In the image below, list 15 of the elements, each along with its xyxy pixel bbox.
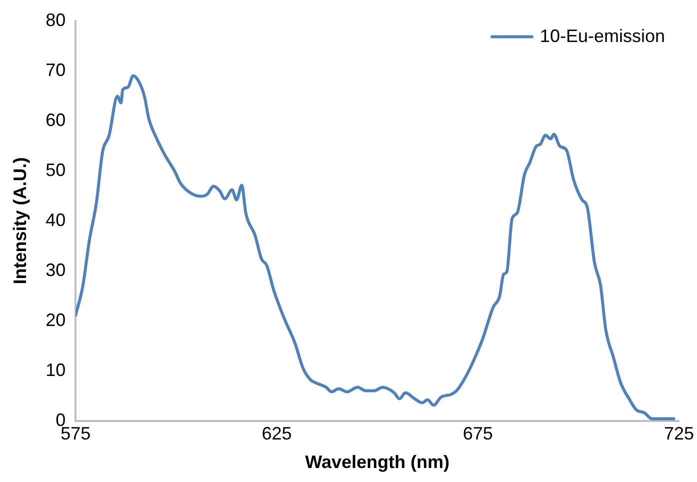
legend-label: 10-Eu-emission [540, 26, 665, 46]
x-tick-label: 675 [462, 424, 493, 444]
y-tick-label: 80 [46, 10, 66, 30]
y-tick-label: 70 [46, 60, 66, 80]
y-tick-label: 50 [46, 160, 66, 180]
y-axis-title: Intensity (A.U.) [10, 157, 30, 284]
x-tick-label: 725 [664, 424, 694, 444]
x-axis-title: Wavelength (nm) [305, 452, 450, 472]
y-tick-label: 60 [46, 110, 66, 130]
y-tick-label: 40 [46, 210, 66, 230]
y-tick-label: 30 [46, 260, 66, 280]
y-tick-label: 20 [46, 310, 66, 330]
y-tick-label: 10 [46, 360, 66, 380]
line-series [76, 74, 676, 420]
x-tick-label: 625 [262, 424, 292, 444]
